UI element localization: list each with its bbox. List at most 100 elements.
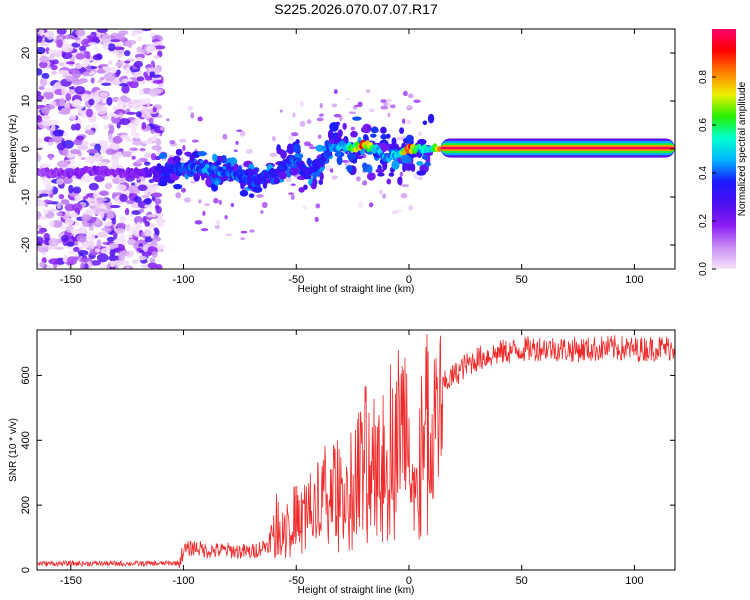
noise-blob xyxy=(270,153,278,157)
noise-blob xyxy=(146,64,152,68)
noise-blob xyxy=(106,97,112,106)
noise-blob xyxy=(46,31,55,40)
noise-blob xyxy=(181,188,186,193)
noise-blob xyxy=(65,103,71,108)
noise-blob xyxy=(117,98,121,106)
noise-blob xyxy=(121,177,125,183)
figure: S225.2026.070.07.07.R17 -150 -100 -50 0 50 10… xyxy=(0,0,750,600)
signal-blob xyxy=(423,120,428,125)
noise-blob xyxy=(36,231,44,234)
noise-blob xyxy=(144,98,150,102)
noise-blob xyxy=(175,192,181,198)
colorbar: 0.00.20.40.60.8 Normalized spectral ampl… xyxy=(698,29,748,276)
noise-blob xyxy=(51,71,57,75)
noise-blob xyxy=(68,185,73,194)
y-tick-label: 600 xyxy=(20,366,32,384)
noise-blob xyxy=(97,232,108,238)
signal-blob xyxy=(386,134,391,139)
noise-blob xyxy=(41,107,50,114)
noise-blob xyxy=(145,237,153,242)
carrier-band xyxy=(441,147,675,149)
colorbar-tick-label: 0.8 xyxy=(698,70,709,84)
noise-blob xyxy=(116,223,125,229)
noise-blob xyxy=(379,190,383,195)
signal-blob xyxy=(293,143,301,153)
noise-blob xyxy=(97,239,102,248)
signal-blob xyxy=(184,152,192,156)
noise-blob xyxy=(89,183,99,191)
noise-blob xyxy=(97,253,109,262)
noise-blob xyxy=(256,194,264,198)
noise-blob xyxy=(407,105,411,109)
signal-blob xyxy=(347,165,353,173)
noise-blob xyxy=(154,227,159,232)
signal-blob xyxy=(416,161,423,166)
noise-blob xyxy=(303,206,307,210)
x-tick-label: 50 xyxy=(516,575,528,587)
signal-blob xyxy=(307,158,312,165)
noise-blob xyxy=(59,194,65,199)
noise-blob xyxy=(48,50,59,54)
noise-blob xyxy=(73,139,83,145)
noise-blob xyxy=(408,205,412,211)
noise-blob xyxy=(102,115,109,120)
noise-blob xyxy=(104,125,109,130)
noise-blob xyxy=(94,104,102,109)
noise-blob xyxy=(58,62,64,66)
noise-blob xyxy=(346,98,351,101)
noise-blob xyxy=(315,203,320,208)
noise-blob xyxy=(134,61,143,68)
noise-blob xyxy=(262,202,268,208)
noise-blob xyxy=(368,109,374,112)
noise-blob xyxy=(88,42,97,45)
noise-blob xyxy=(153,107,157,112)
noise-blob xyxy=(95,218,100,224)
signal-blob xyxy=(352,159,357,164)
noise-blob xyxy=(144,161,151,165)
signal-blob xyxy=(424,162,431,167)
noise-blob xyxy=(142,140,153,144)
signal-blob xyxy=(172,156,181,163)
noise-blob xyxy=(70,149,81,154)
noise-blob xyxy=(72,81,83,85)
x-tick-label: -150 xyxy=(60,575,82,587)
noise-blob xyxy=(362,180,367,185)
signal-blob xyxy=(252,186,262,193)
noise-blob xyxy=(141,106,148,114)
y-tick-label: 20 xyxy=(20,47,32,59)
noise-blob xyxy=(401,193,408,199)
noise-blob xyxy=(408,94,414,99)
noise-blob xyxy=(74,241,78,246)
noise-blob xyxy=(332,103,338,107)
noise-blob xyxy=(320,103,323,108)
noise-blob xyxy=(115,61,123,67)
noise-blob xyxy=(144,204,152,208)
noise-blob xyxy=(144,230,151,237)
noise-blob xyxy=(300,121,306,127)
y-tick-label: -10 xyxy=(20,189,32,205)
x-tick-label: 100 xyxy=(625,575,643,587)
noise-blob xyxy=(142,122,147,129)
signal-blob xyxy=(389,172,395,176)
noise-blob xyxy=(292,112,295,117)
noise-blob xyxy=(81,214,91,221)
signal-blob xyxy=(342,123,346,130)
noise-blob xyxy=(402,118,405,124)
noise-blob xyxy=(112,158,120,165)
noise-blob xyxy=(35,115,42,123)
noise-blob xyxy=(101,83,111,86)
colorbar-tick-label: 0.4 xyxy=(698,166,709,180)
noise-blob xyxy=(195,220,203,224)
colorbar-tick-label: 0.2 xyxy=(698,214,709,228)
signal-blob xyxy=(406,135,413,144)
noise-blob xyxy=(67,256,78,265)
noise-blob xyxy=(70,229,81,234)
signal-blob xyxy=(375,169,384,173)
noise-blob xyxy=(81,176,92,183)
x-tick-label: 50 xyxy=(516,274,528,286)
noise-blob xyxy=(184,197,191,202)
noise-blob xyxy=(319,113,324,116)
noise-blob xyxy=(300,101,304,107)
noise-blob xyxy=(125,208,129,215)
noise-blob xyxy=(291,195,295,200)
